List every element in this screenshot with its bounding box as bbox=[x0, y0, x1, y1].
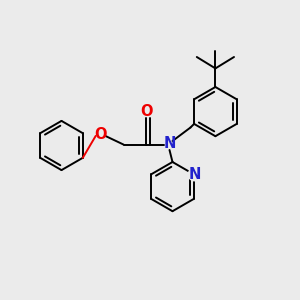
Text: O: O bbox=[140, 103, 153, 118]
Text: O: O bbox=[94, 127, 107, 142]
Text: N: N bbox=[188, 167, 201, 182]
Text: N: N bbox=[163, 136, 176, 151]
